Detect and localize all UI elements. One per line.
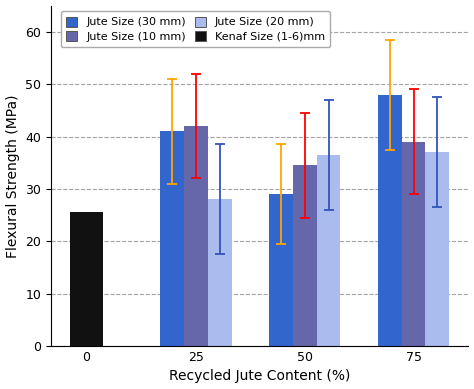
Legend: Jute Size (30 mm), Jute Size (10 mm), Jute Size (20 mm), Kenaf Size (1-6)mm: Jute Size (30 mm), Jute Size (10 mm), Ju… — [61, 11, 330, 47]
X-axis label: Recycled Jute Content (%): Recycled Jute Content (%) — [169, 370, 350, 384]
Bar — [70, 212, 103, 346]
Bar — [426, 152, 449, 346]
Bar — [317, 155, 340, 346]
Y-axis label: Flexural Strength (MPa): Flexural Strength (MPa) — [6, 94, 19, 258]
Bar — [160, 131, 183, 346]
Bar — [183, 126, 208, 346]
Bar — [292, 165, 317, 346]
Bar — [208, 200, 231, 346]
Bar — [269, 194, 292, 346]
Bar — [401, 142, 426, 346]
Bar — [378, 95, 401, 346]
